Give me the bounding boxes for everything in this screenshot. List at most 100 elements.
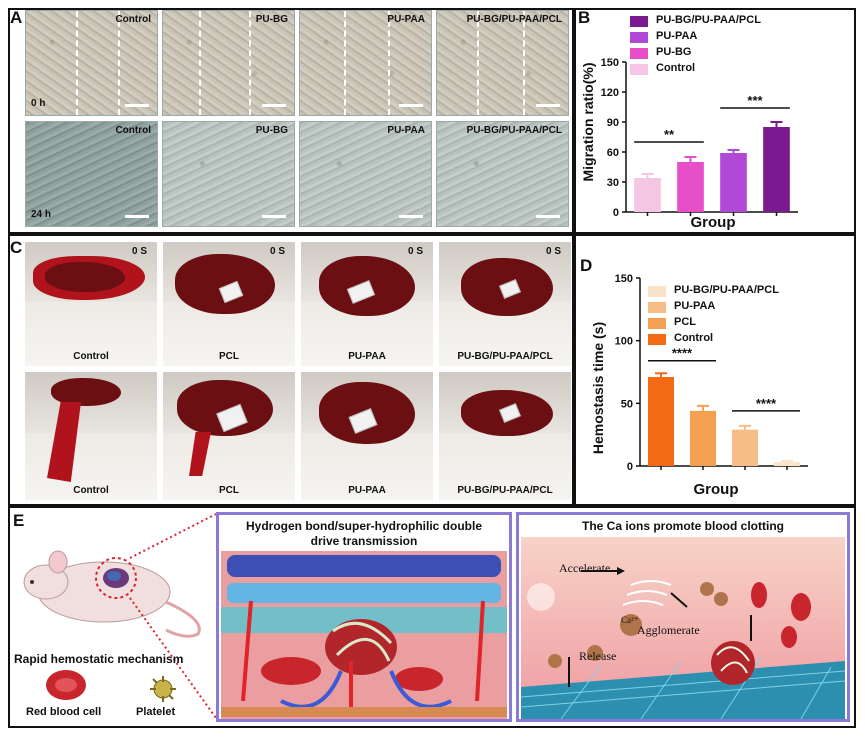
significance-label: **** xyxy=(756,396,777,411)
photo-c-pcl-end: PCL xyxy=(163,372,295,500)
micrograph-label: PU-PAA xyxy=(387,14,425,25)
photo-caption: Control xyxy=(73,351,109,362)
micrograph-label: PU-PAA xyxy=(387,125,425,136)
y-tick-label: 30 xyxy=(607,177,619,189)
legend-text: PCL xyxy=(674,316,696,328)
photo-c-control-0s: 0 S Control xyxy=(25,242,157,366)
legend-item: Control xyxy=(648,332,848,348)
panel-e-label: E xyxy=(13,511,25,530)
annotation-ca-ion: Ca²⁺ xyxy=(621,615,639,625)
y-tick-label: 50 xyxy=(621,398,633,410)
chart-d-legend: PU-BG/PU-PAA/PCL PU-PAA PCL Control xyxy=(648,284,848,348)
legend-swatch xyxy=(648,286,666,297)
platelet-label: Platelet xyxy=(136,706,176,718)
bar-control xyxy=(647,377,675,466)
legend-text: Control xyxy=(656,62,696,74)
pointer-lines xyxy=(129,513,217,719)
micrograph-a-24h-composite: PU-BG/PU-PAA/PCL xyxy=(436,121,569,227)
photo-caption: PU-PAA xyxy=(348,351,386,362)
annotation-accelerate: Accelerate xyxy=(559,561,611,575)
y-tick-label: 90 xyxy=(607,117,619,129)
photo-c-pcl-0s: 0 S PCL xyxy=(163,242,295,366)
bar-pu-paa xyxy=(731,429,759,466)
significance-label: *** xyxy=(747,93,763,108)
legend-item: PU-BG/PU-PAA/PCL xyxy=(648,284,848,300)
y-tick-label: 0 xyxy=(613,207,619,219)
micrograph-label: Control xyxy=(115,125,151,136)
panel-d-label: D xyxy=(580,256,593,275)
micrograph-label: PU-BG/PU-PAA/PCL xyxy=(466,125,562,136)
legend-item: Control xyxy=(630,62,830,78)
time-label: 0 S xyxy=(269,246,285,257)
bar-control xyxy=(634,178,661,212)
panel-b-frame xyxy=(574,8,856,234)
legend-item: PCL xyxy=(648,316,848,332)
time-label: 0 S xyxy=(407,246,423,257)
panel-b-label: B xyxy=(578,8,591,27)
chart-b-migration-ratio: Migration ratio(%) Group 0 30 60 90 120 150 **… xyxy=(580,57,798,231)
time-label: 0 S xyxy=(545,246,561,257)
liver-highlight-circle xyxy=(95,557,137,599)
mechanism-box-ca-ions: The Ca ions promote blood clotting Accel… xyxy=(516,512,850,722)
photo-caption: PCL xyxy=(219,485,239,496)
legend-text: PU-PAA xyxy=(656,30,698,42)
micrograph-label: Control xyxy=(115,14,151,25)
legend-swatch xyxy=(630,64,648,75)
micrograph-a-24h-pupaa: PU-PAA xyxy=(299,121,432,227)
bar-pu-bg xyxy=(677,162,704,212)
micrograph-a-24h-pubg: PU-BG xyxy=(162,121,295,227)
significance-label: ** xyxy=(664,127,675,142)
legend-text: PU-BG/PU-PAA/PCL xyxy=(656,14,761,26)
bar-pu-bg-pu-paa-pcl xyxy=(763,127,790,212)
panel-c-label: C xyxy=(10,238,23,257)
photo-c-pupaa-0s: 0 S PU-PAA xyxy=(301,242,433,366)
micrograph-a-0h-pupaa: PU-PAA xyxy=(299,10,432,116)
chart-b-ylabel: Migration ratio(%) xyxy=(580,63,596,182)
chart-d-xlabel: Group xyxy=(694,481,739,498)
photo-caption: PU-BG/PU-PAA/PCL xyxy=(457,485,553,496)
box1-title: Hydrogen bond/super-hydrophilic double d… xyxy=(246,519,482,548)
legend-item: PU-BG xyxy=(630,46,830,62)
legend-swatch xyxy=(648,334,666,345)
photo-caption: PCL xyxy=(219,351,239,362)
legend-text: Control xyxy=(674,332,714,344)
annotation-agglomerate: Agglomerate xyxy=(637,623,700,637)
box2-title: The Ca ions promote blood clotting xyxy=(582,519,784,533)
legend-item: PU-BG/PU-PAA/PCL xyxy=(630,14,830,30)
rbc-label: Red blood cell xyxy=(26,706,102,718)
mechanism-title: Rapid hemostatic mechanism xyxy=(14,652,184,666)
chart-b-legend: PU-BG/PU-PAA/PCL PU-PAA PU-BG Control xyxy=(630,14,830,78)
y-tick-label: 0 xyxy=(627,461,633,473)
photo-caption: Control xyxy=(73,485,109,496)
chart-d-hemostasis-time: Hemostasis time (s) Group 0 50 100 150 **** *… xyxy=(590,273,808,498)
rbc-icon xyxy=(46,670,86,700)
micrograph-label: PU-BG xyxy=(255,14,288,25)
panel-a-label: A xyxy=(10,8,23,27)
legend-swatch xyxy=(630,16,648,27)
legend-swatch xyxy=(630,48,648,59)
y-tick-label: 60 xyxy=(607,147,619,159)
micrograph-a-0h-composite: PU-BG/PU-PAA/PCL xyxy=(436,10,569,116)
mechanism-box-hydrogen-bond: Hydrogen bond/super-hydrophilic double d… xyxy=(216,512,512,722)
photo-c-composite-0s: 0 S PU-BG/PU-PAA/PCL xyxy=(439,242,571,366)
box1-illustration xyxy=(221,551,507,719)
panel-c-frame xyxy=(8,234,574,506)
photo-caption: PU-PAA xyxy=(348,485,386,496)
photo-caption: PU-BG/PU-PAA/PCL xyxy=(457,351,553,362)
legend-text: PU-BG xyxy=(656,46,692,58)
time-label: 24 h xyxy=(31,209,52,220)
micrograph-a-24h-control: Control 24 h xyxy=(25,121,158,227)
bar-pu-bg-pu-paa-pcl xyxy=(773,462,801,466)
micrograph-label: PU-BG xyxy=(255,125,288,136)
y-tick-label: 150 xyxy=(615,273,633,285)
legend-item: PU-PAA xyxy=(630,30,830,46)
micrograph-a-0h-control: Control 0 h xyxy=(25,10,158,116)
y-tick-label: 150 xyxy=(601,57,619,69)
panel-d-frame xyxy=(574,234,856,506)
photo-c-control-end: Control xyxy=(25,372,157,500)
micrograph-a-0h-pubg: PU-BG xyxy=(162,10,295,116)
legend-item: PU-PAA xyxy=(648,300,848,316)
legend-text: PU-BG/PU-PAA/PCL xyxy=(674,284,779,296)
legend-swatch xyxy=(648,318,666,329)
legend-swatch xyxy=(648,302,666,313)
